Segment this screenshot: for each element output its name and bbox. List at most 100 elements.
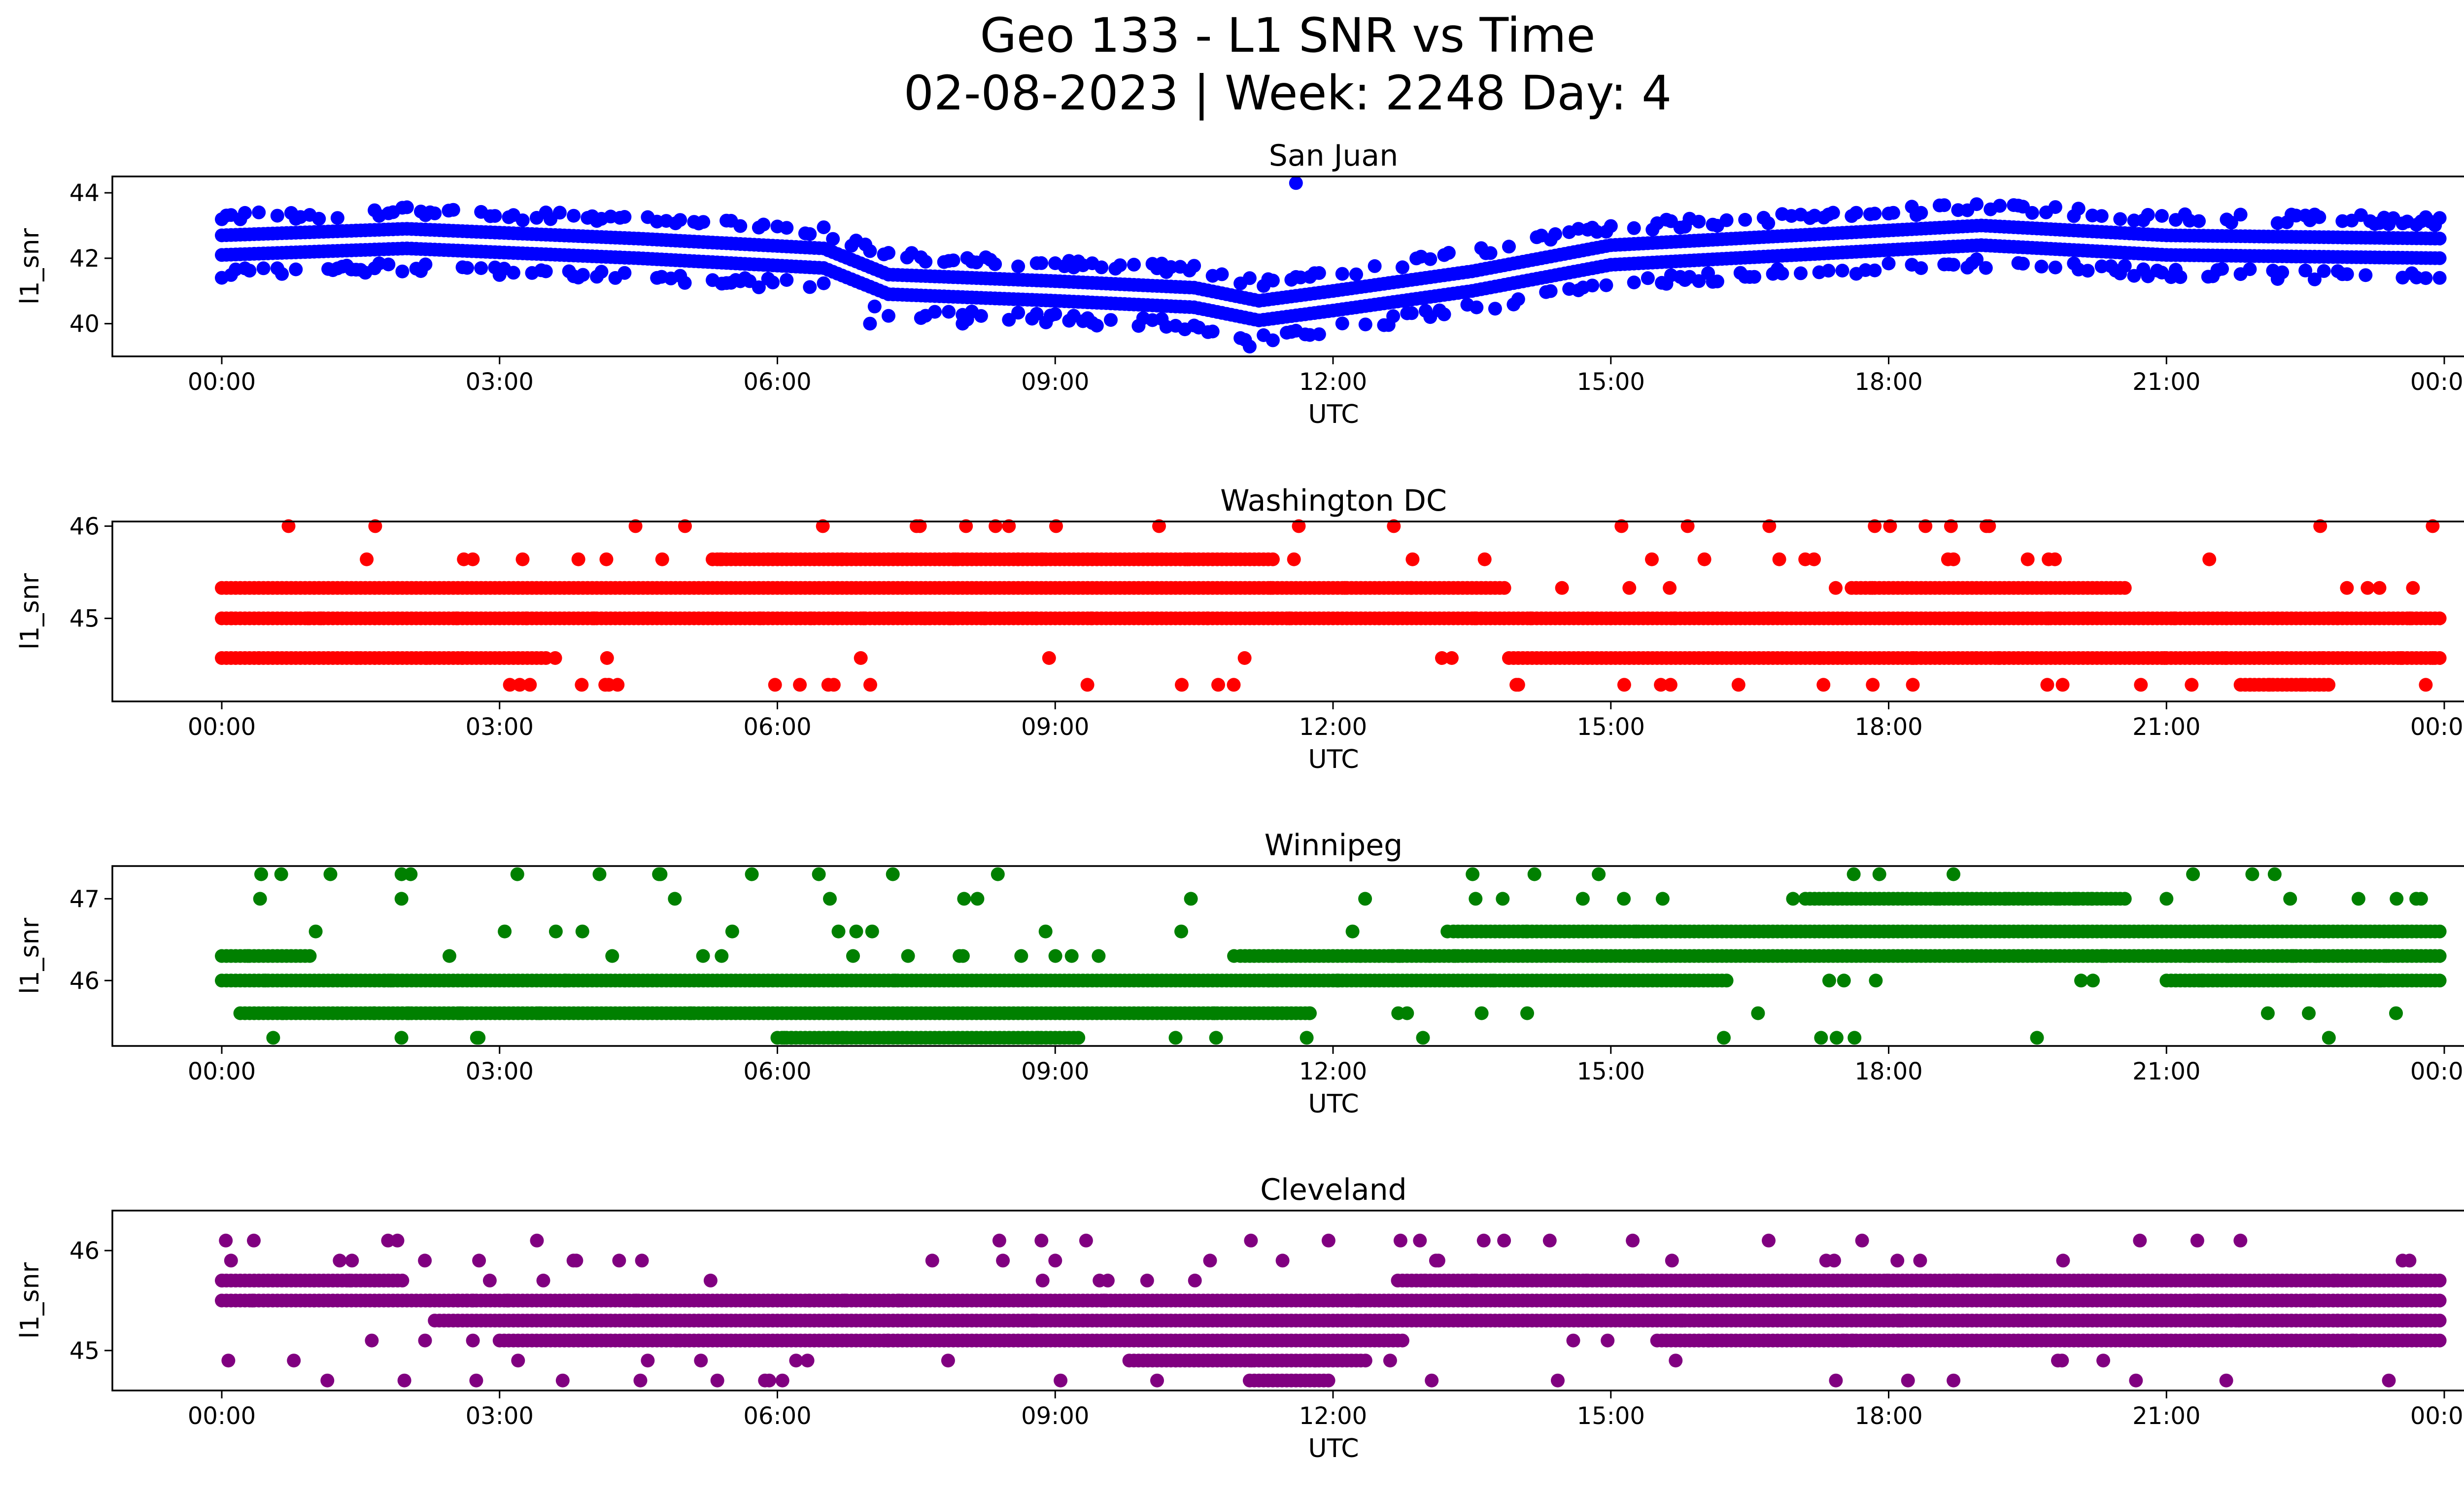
data-point <box>2432 924 2447 939</box>
data-point <box>1011 552 1025 566</box>
data-point <box>474 261 488 275</box>
data-point <box>275 267 289 281</box>
data-point <box>254 867 268 881</box>
data-point <box>2330 611 2345 626</box>
x-tick-label: 09:00 <box>1021 368 1089 396</box>
data-point <box>395 264 410 278</box>
data-point <box>1422 949 1437 963</box>
data-point <box>1849 206 1863 220</box>
data-point <box>1761 216 1776 230</box>
data-point <box>2086 973 2100 988</box>
data-point <box>1064 949 1079 963</box>
data-point <box>2309 949 2324 963</box>
data-point <box>1048 949 1062 963</box>
x-axis-label: UTC <box>1308 1089 1359 1119</box>
data-point <box>2351 892 2365 906</box>
data-point <box>2048 200 2062 214</box>
data-point <box>301 611 315 626</box>
data-point <box>1585 278 1600 293</box>
data-point <box>928 305 942 319</box>
data-point <box>2118 892 2132 906</box>
data-point <box>2262 678 2277 692</box>
data-point <box>1868 207 1882 221</box>
data-point <box>2275 265 2290 279</box>
data-point <box>2085 892 2099 906</box>
data-point <box>2016 256 2030 271</box>
data-point <box>1555 581 1569 595</box>
data-point <box>943 611 958 626</box>
data-point <box>882 246 895 260</box>
data-point <box>2221 949 2235 963</box>
data-point <box>242 264 257 278</box>
data-point <box>1667 611 1681 626</box>
data-point <box>548 924 563 939</box>
data-point <box>1906 651 1920 665</box>
data-point <box>2245 867 2259 881</box>
data-point <box>1029 611 1043 626</box>
figure-title-line1: Geo 133 - L1 SNR vs Time <box>980 8 1596 63</box>
data-point <box>1840 924 1854 939</box>
data-point <box>2432 611 2447 626</box>
data-point <box>836 1031 850 1045</box>
data-point <box>1829 581 1843 595</box>
data-point <box>539 264 553 278</box>
data-point <box>600 651 614 665</box>
data-point <box>1947 258 1960 272</box>
data-point <box>548 651 562 665</box>
data-point <box>684 1006 698 1020</box>
data-point <box>1437 307 1451 321</box>
data-point <box>2283 892 2297 906</box>
data-point <box>1174 924 1188 939</box>
data-point <box>1697 552 1711 566</box>
data-point <box>404 867 418 881</box>
data-point <box>532 1006 547 1020</box>
data-point <box>330 211 344 225</box>
data-point <box>312 211 326 226</box>
data-point <box>2195 973 2209 988</box>
data-point <box>1813 651 1827 665</box>
data-point <box>863 244 877 258</box>
x-tick-label: 09:00 <box>1021 713 1089 741</box>
data-point <box>1034 256 1049 270</box>
data-point <box>394 892 409 906</box>
y-axis-label: l1_snr <box>15 573 45 650</box>
data-point <box>1312 266 1326 280</box>
data-point <box>2432 211 2447 225</box>
data-point <box>803 227 817 241</box>
data-point <box>1262 973 1276 988</box>
data-point <box>1358 892 1372 906</box>
data-point <box>1930 892 1944 906</box>
data-point <box>1200 611 1215 626</box>
data-point <box>2426 651 2440 665</box>
data-point <box>1947 867 1960 881</box>
data-point <box>1496 892 1510 906</box>
data-point <box>238 206 252 220</box>
data-point <box>449 611 464 626</box>
data-point <box>1993 199 2007 213</box>
data-point <box>576 268 590 282</box>
data-point <box>1282 611 1297 626</box>
data-point <box>1035 552 1050 566</box>
data-point <box>1014 949 1028 963</box>
data-point <box>506 266 520 280</box>
data-point <box>2389 1006 2403 1020</box>
data-point <box>2312 210 2327 224</box>
data-point <box>1692 214 1706 229</box>
y-tick-label: 46 <box>69 967 100 995</box>
x-tick-label: 18:00 <box>1854 713 1922 741</box>
y-tick-label: 47 <box>69 885 100 913</box>
x-tick-label: 12:00 <box>1299 1058 1367 1085</box>
data-point <box>323 867 338 881</box>
data-point <box>1423 252 1437 266</box>
data-point <box>1104 313 1118 327</box>
data-point <box>1211 678 1225 692</box>
x-tick-label: 00:00 <box>188 1058 256 1085</box>
data-point <box>258 973 273 988</box>
data-point <box>2157 651 2172 665</box>
data-point <box>1906 678 1920 692</box>
data-point <box>970 892 985 906</box>
data-point <box>2432 271 2447 285</box>
data-point <box>655 552 669 566</box>
data-point <box>2307 272 2322 286</box>
data-point <box>2316 651 2330 665</box>
